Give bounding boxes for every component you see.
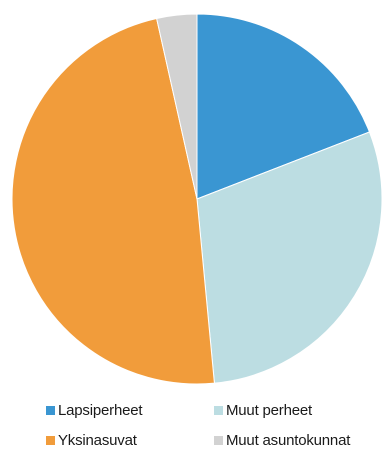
legend-item-muut-asuntokunnat: Muut asuntokunnat	[214, 432, 350, 449]
legend-label-lapsiperheet: Lapsiperheet	[58, 402, 143, 419]
legend-item-muut-perheet: Muut perheet	[214, 402, 312, 419]
legend-swatch-yksinasuvat	[46, 436, 55, 445]
pie-slice-lapsiperheet	[196, 13, 371, 200]
pie-slices	[11, 13, 383, 385]
legend-label-muut-asuntokunnat: Muut asuntokunnat	[226, 432, 351, 449]
legend-swatch-lapsiperheet	[46, 406, 55, 415]
legend-item-yksinasuvat: Yksinasuvat	[46, 432, 137, 449]
legend-swatch-muut-perheet	[214, 406, 223, 415]
legend-swatch-muut-asuntokunnat	[214, 436, 223, 445]
pie-slice-yksinasuvat	[11, 17, 215, 385]
legend-label-yksinasuvat: Yksinasuvat	[58, 432, 137, 449]
pie-slice-muut-asuntokunnat	[156, 13, 198, 200]
legend-item-lapsiperheet: Lapsiperheet	[46, 402, 143, 419]
pie-slice-muut-perheet	[196, 131, 383, 384]
legend-label-muut-perheet: Muut perheet	[226, 402, 312, 419]
